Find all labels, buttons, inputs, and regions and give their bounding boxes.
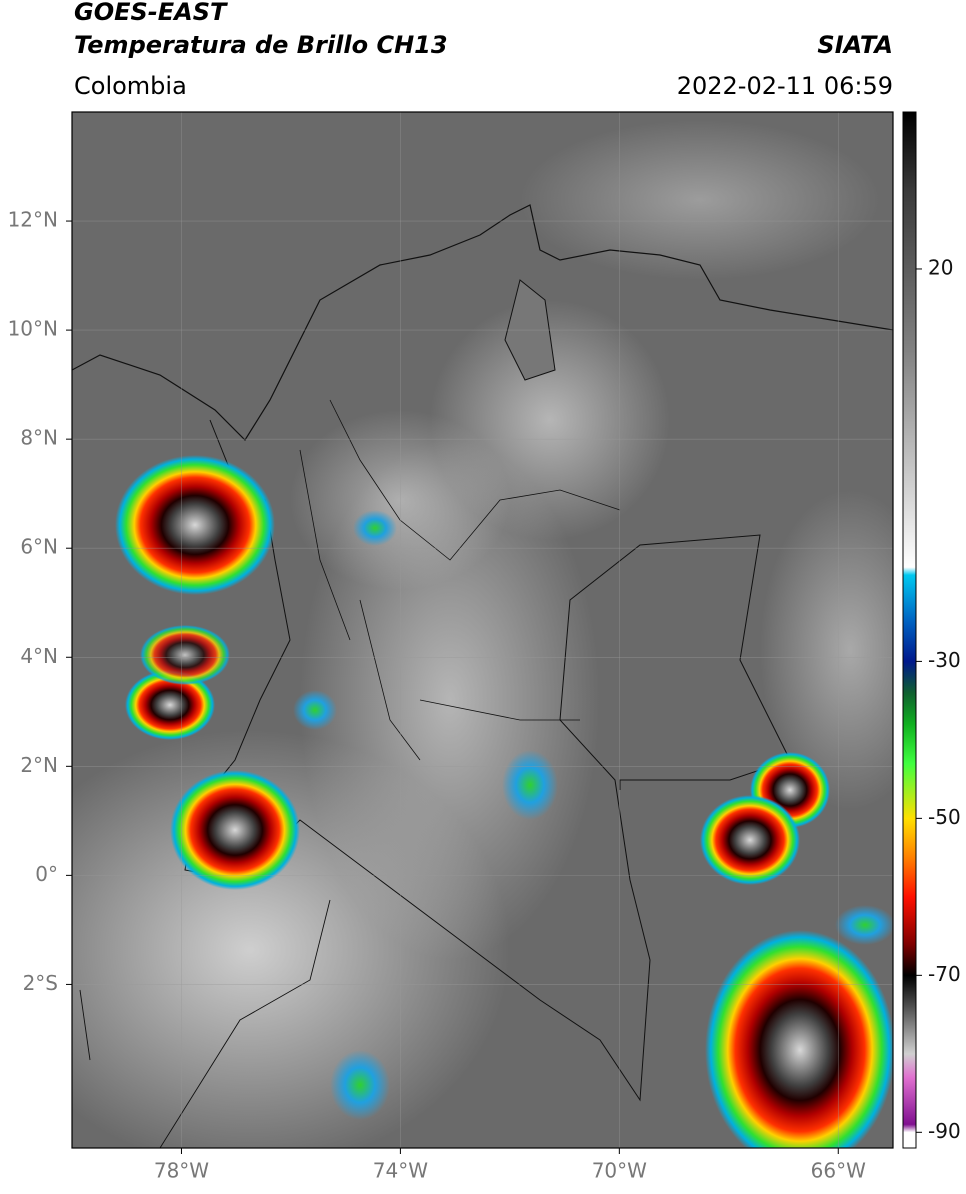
source: SIATA bbox=[817, 31, 893, 59]
y-tick-label: 4°N bbox=[20, 644, 58, 668]
map-frame bbox=[71, 111, 894, 1149]
colorbar-tick-label: -30 bbox=[928, 648, 961, 672]
y-tick-label: 6°N bbox=[20, 535, 58, 559]
region: Colombia bbox=[74, 72, 187, 100]
colorbar-tick-label: -90 bbox=[928, 1119, 961, 1143]
colorbar-tick-label: 20 bbox=[928, 255, 953, 279]
colorbar bbox=[902, 111, 917, 1149]
y-tick-label: 2°N bbox=[20, 753, 58, 777]
datetime: 2022-02-11 06:59 bbox=[677, 72, 893, 100]
y-tick-label: 10°N bbox=[8, 317, 58, 341]
colorbar-tick-label: -50 bbox=[928, 805, 961, 829]
x-tick-label: 66°W bbox=[811, 1159, 866, 1183]
x-tick-label: 78°W bbox=[154, 1159, 209, 1183]
x-tick-label: 70°W bbox=[592, 1159, 647, 1183]
y-tick-label: 8°N bbox=[20, 426, 58, 450]
subtitle: Temperatura de Brillo CH13 bbox=[74, 31, 448, 59]
y-tick-label: 0° bbox=[35, 862, 58, 886]
y-tick-label: 12°N bbox=[8, 208, 58, 232]
title: GOES-EAST bbox=[74, 0, 228, 26]
map-image bbox=[72, 112, 893, 1148]
x-tick-label: 74°W bbox=[373, 1159, 428, 1183]
y-tick-label: 2°S bbox=[23, 971, 58, 995]
colorbar-tick-label: -70 bbox=[928, 962, 961, 986]
